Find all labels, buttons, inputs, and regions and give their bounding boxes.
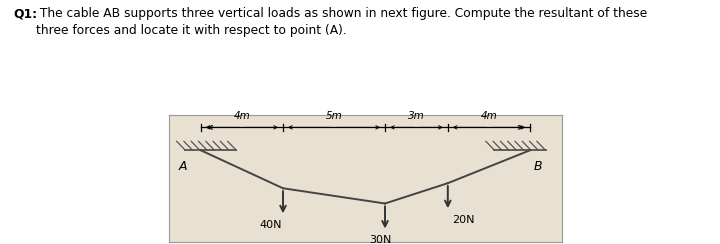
Text: 30N: 30N <box>369 235 392 244</box>
Text: 3m: 3m <box>408 111 425 121</box>
Text: A: A <box>179 160 187 173</box>
Text: 5m: 5m <box>325 111 343 121</box>
Text: B: B <box>534 160 542 173</box>
Text: Q1:: Q1: <box>13 7 37 20</box>
Text: 40N: 40N <box>259 220 282 230</box>
Text: 4m: 4m <box>233 111 250 121</box>
Text: 4m: 4m <box>481 111 498 121</box>
Text: 20N: 20N <box>451 215 474 225</box>
Text: The cable AB supports three vertical loads as shown in next figure. Compute the : The cable AB supports three vertical loa… <box>36 7 647 37</box>
